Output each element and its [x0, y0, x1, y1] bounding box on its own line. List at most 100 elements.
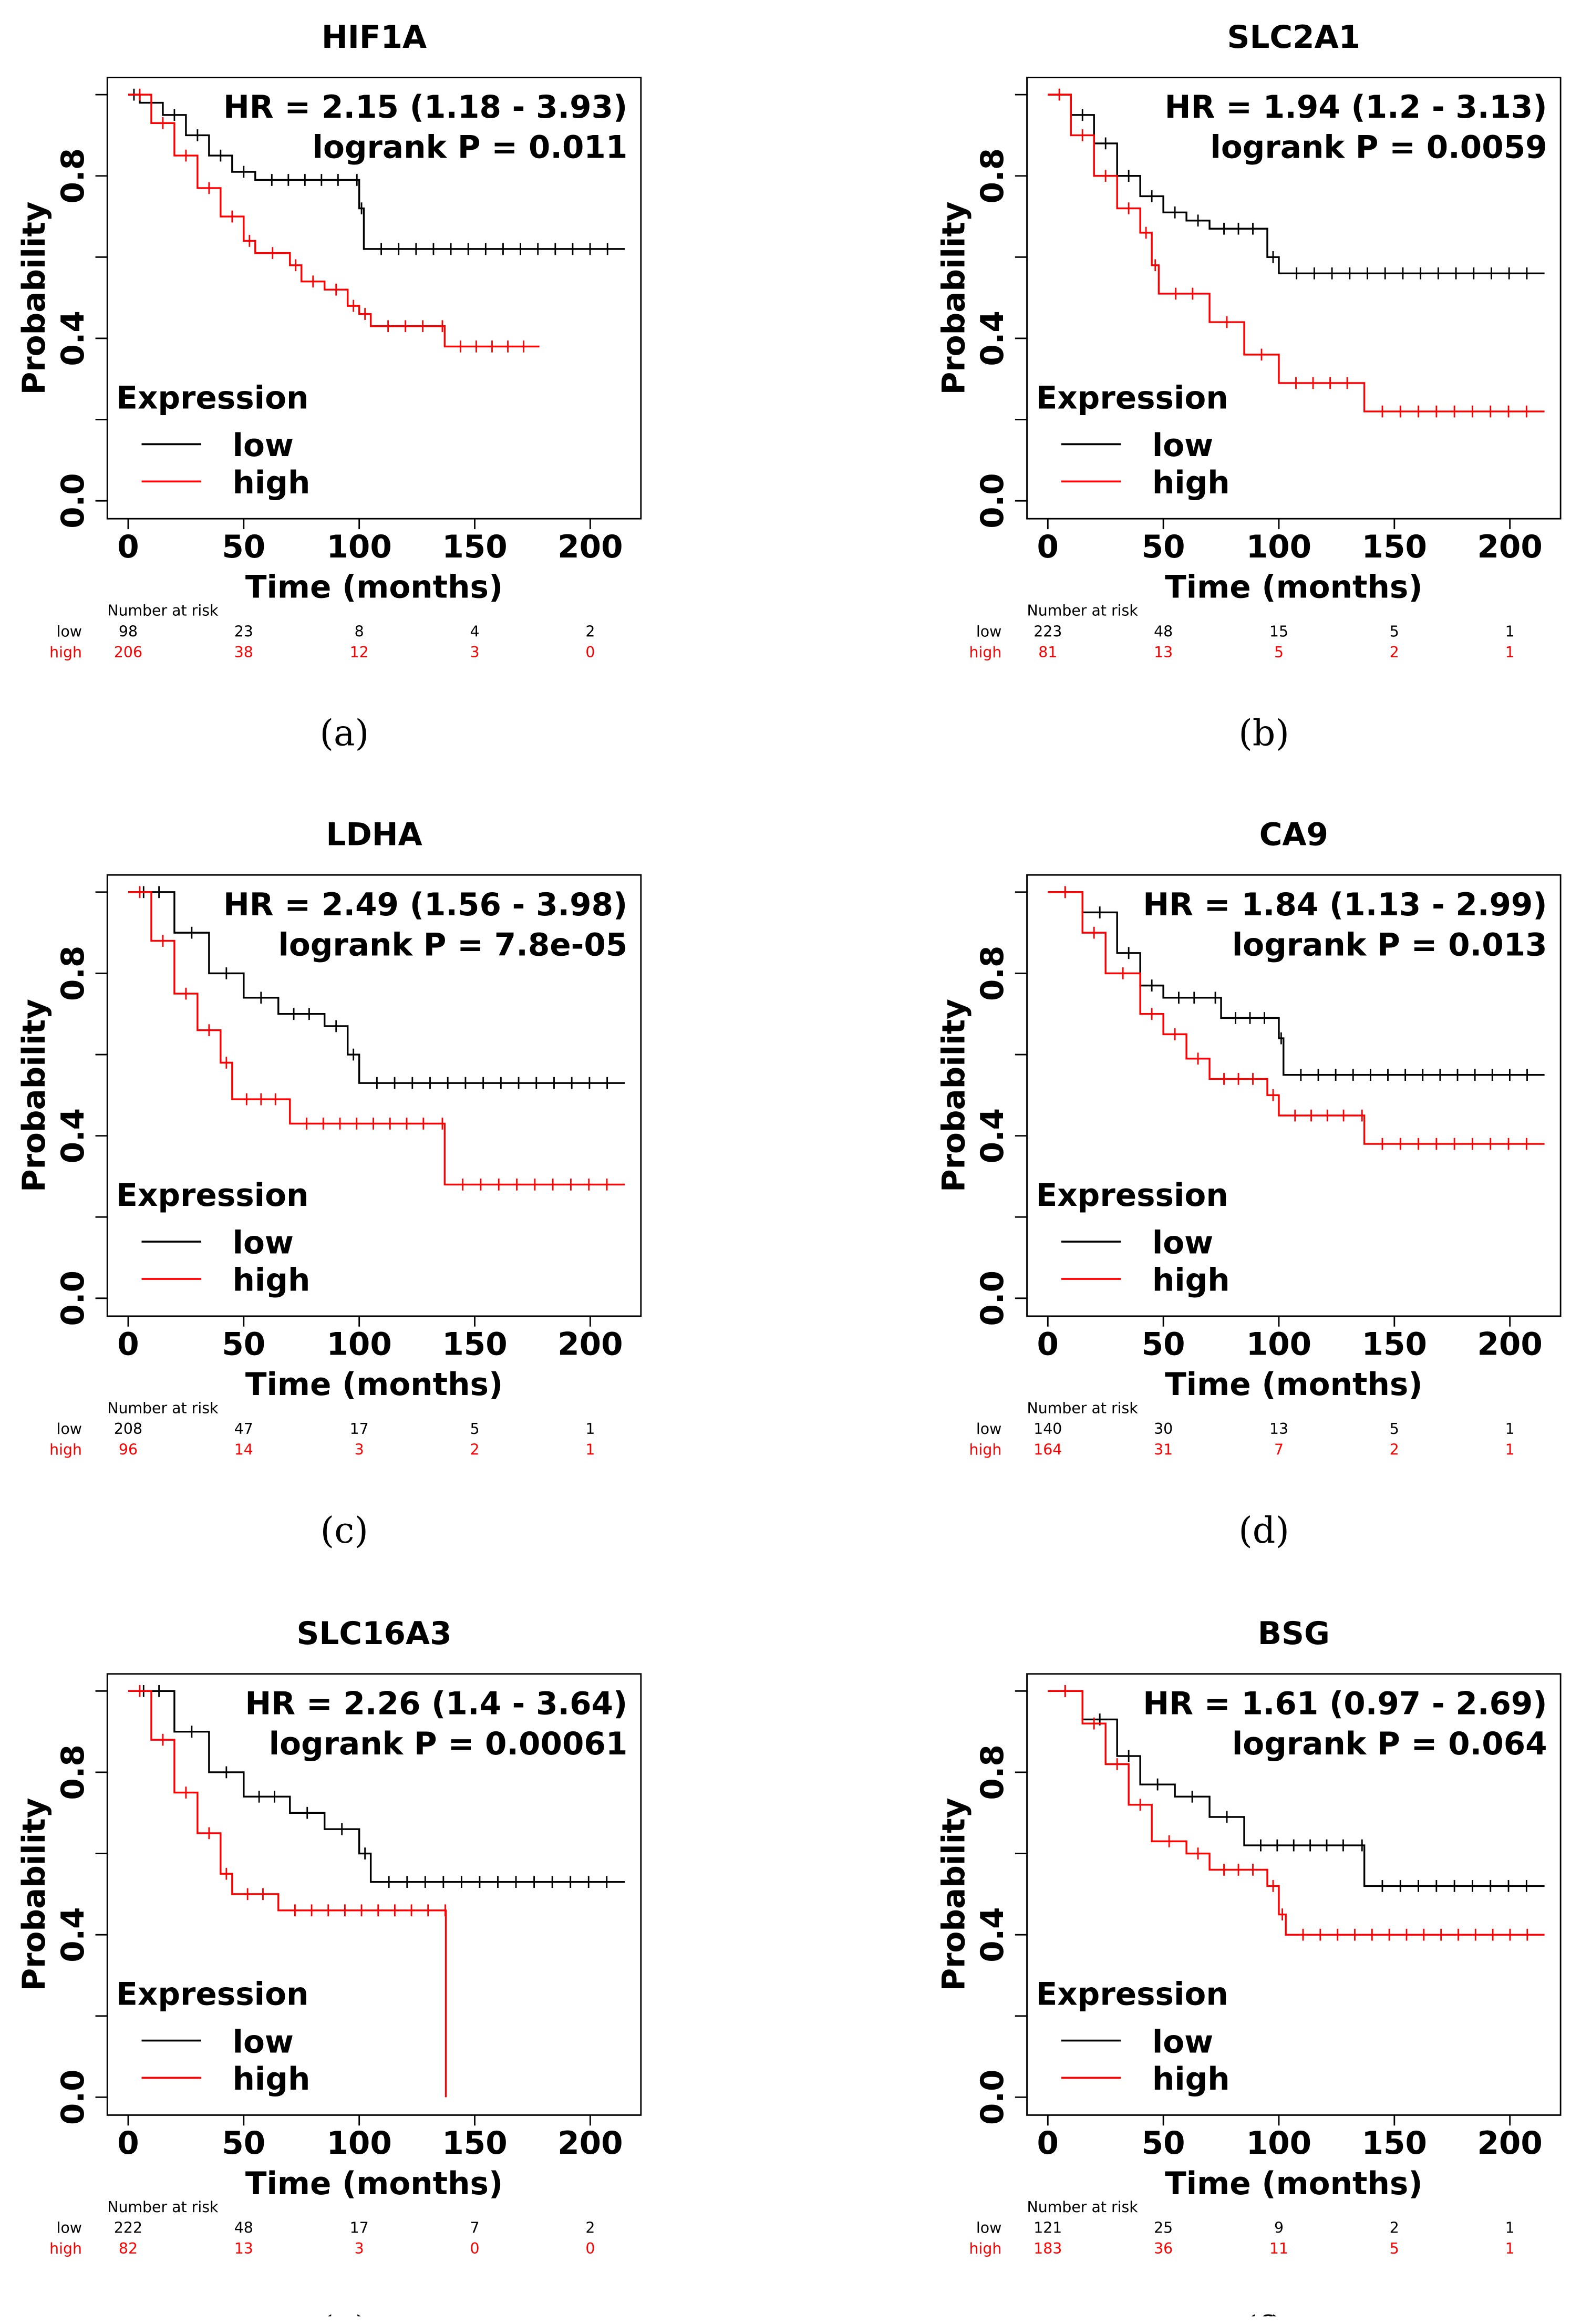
- hazard-ratio: HR = 2.15 (1.18 - 3.93): [223, 89, 627, 126]
- risk-value: 13: [1154, 644, 1173, 661]
- y-tick-label: 0.8: [975, 946, 1011, 1001]
- x-tick-label: 150: [442, 2125, 507, 2162]
- risk-value: 5: [1274, 644, 1284, 661]
- risk-value: 1: [585, 1441, 595, 1459]
- risk-value: 47: [234, 1420, 253, 1438]
- survival-curve-high: [128, 891, 625, 1186]
- y-tick-label: 0.8: [975, 148, 1011, 204]
- risk-value: 12: [350, 644, 369, 661]
- x-tick-label: 50: [222, 2125, 265, 2162]
- survival-curve-low: [1048, 1690, 1545, 1887]
- panel-caption: (b): [1238, 712, 1289, 754]
- risk-value: 48: [234, 2219, 253, 2237]
- risk-value: 206: [114, 644, 142, 661]
- risk-table-title: Number at risk: [107, 1399, 219, 1417]
- risk-value: 13: [1269, 1420, 1288, 1438]
- x-tick-label: 50: [222, 529, 265, 565]
- risk-value: 222: [114, 2219, 142, 2237]
- risk-value: 121: [1033, 2219, 1062, 2237]
- risk-row-label: high: [49, 2240, 82, 2257]
- legend-label-high: high: [233, 2061, 311, 2098]
- survival-curve-high: [128, 94, 540, 348]
- legend-label-high: high: [1152, 1263, 1230, 1299]
- risk-value: 2: [585, 2219, 595, 2237]
- risk-table-title: Number at risk: [1027, 1399, 1139, 1417]
- x-tick-label: 0: [117, 2125, 139, 2162]
- legend-title: Expression: [1036, 380, 1228, 416]
- x-tick-label: 100: [1246, 2125, 1311, 2162]
- x-tick-label: 0: [1037, 2125, 1059, 2162]
- risk-row-label: high: [969, 2240, 1001, 2257]
- x-axis-label: Time (months): [1165, 1367, 1422, 1403]
- risk-value: 2: [1390, 2219, 1399, 2237]
- risk-row-label: low: [976, 2219, 1001, 2237]
- survival-curve-low: [1048, 94, 1545, 274]
- x-tick-label: 100: [326, 2125, 391, 2162]
- risk-value: 1: [1505, 644, 1515, 661]
- y-axis-label: Probability: [16, 201, 53, 395]
- y-axis-label: Probability: [936, 999, 972, 1192]
- risk-row-label: low: [57, 2219, 82, 2237]
- y-tick-label: 0.8: [55, 1744, 91, 1800]
- legend-label-high: high: [1152, 465, 1230, 501]
- risk-value: 17: [350, 1420, 369, 1438]
- risk-value: 9: [1274, 2219, 1284, 2237]
- hazard-ratio: HR = 2.26 (1.4 - 3.64): [245, 1686, 627, 1722]
- risk-value: 48: [1154, 623, 1173, 640]
- x-tick-label: 50: [1142, 1327, 1185, 1363]
- risk-value: 7: [470, 2219, 479, 2237]
- x-tick-label: 50: [1142, 2125, 1185, 2162]
- x-tick-label: 100: [1246, 1327, 1311, 1363]
- y-tick-label: 0.0: [55, 2070, 91, 2125]
- y-tick-label: 0.0: [55, 473, 91, 529]
- legend-label-low: low: [1152, 1225, 1213, 1262]
- risk-value: 208: [114, 1420, 142, 1438]
- legend-title: Expression: [116, 1976, 308, 2012]
- plot-frame: [1026, 77, 1562, 520]
- panel-caption: (e): [320, 2309, 369, 2317]
- risk-value: 2: [585, 623, 595, 640]
- y-tick-label: 0.8: [55, 148, 91, 204]
- risk-value: 2: [1390, 644, 1399, 661]
- risk-value: 3: [355, 1441, 364, 1459]
- panel-caption: (a): [319, 712, 369, 754]
- y-axis-label: Probability: [936, 201, 972, 395]
- risk-value: 0: [585, 2240, 595, 2257]
- risk-value: 2: [470, 1441, 479, 1459]
- risk-value: 14: [234, 1441, 253, 1459]
- risk-value: 5: [470, 1420, 479, 1438]
- risk-row-label: high: [49, 644, 82, 661]
- legend-label-high: high: [233, 465, 311, 501]
- x-tick-label: 100: [326, 529, 391, 565]
- x-axis-label: Time (months): [245, 1367, 503, 1403]
- logrank-p: logrank P = 7.8e-05: [278, 927, 627, 963]
- risk-table-title: Number at risk: [1027, 2198, 1139, 2216]
- x-tick-label: 50: [222, 1327, 265, 1363]
- legend-label-high: high: [1152, 2061, 1230, 2098]
- risk-value: 98: [119, 623, 138, 640]
- survival-curve-low: [128, 94, 625, 250]
- y-axis-label: Probability: [936, 1798, 972, 1991]
- x-axis-label: Time (months): [1165, 2166, 1422, 2202]
- plot-frame: [106, 874, 642, 1317]
- risk-value: 81: [1038, 644, 1057, 661]
- y-tick-label: 0.8: [975, 1744, 1011, 1800]
- plot-frame: [1026, 1673, 1562, 2116]
- x-tick-label: 150: [442, 529, 507, 565]
- legend-label-high: high: [233, 1263, 311, 1299]
- logrank-p: logrank P = 0.013: [1232, 927, 1547, 963]
- risk-value: 4: [470, 623, 479, 640]
- panel-title: BSG: [1258, 1616, 1330, 1652]
- risk-value: 36: [1154, 2240, 1173, 2257]
- legend-title: Expression: [1036, 1976, 1228, 2012]
- x-tick-label: 150: [1362, 529, 1427, 565]
- risk-row-label: high: [969, 644, 1001, 661]
- x-tick-label: 200: [557, 1327, 623, 1363]
- risk-value: 31: [1154, 1441, 1173, 1459]
- y-tick-label: 0.4: [55, 311, 91, 366]
- legend-label-low: low: [1152, 2024, 1213, 2060]
